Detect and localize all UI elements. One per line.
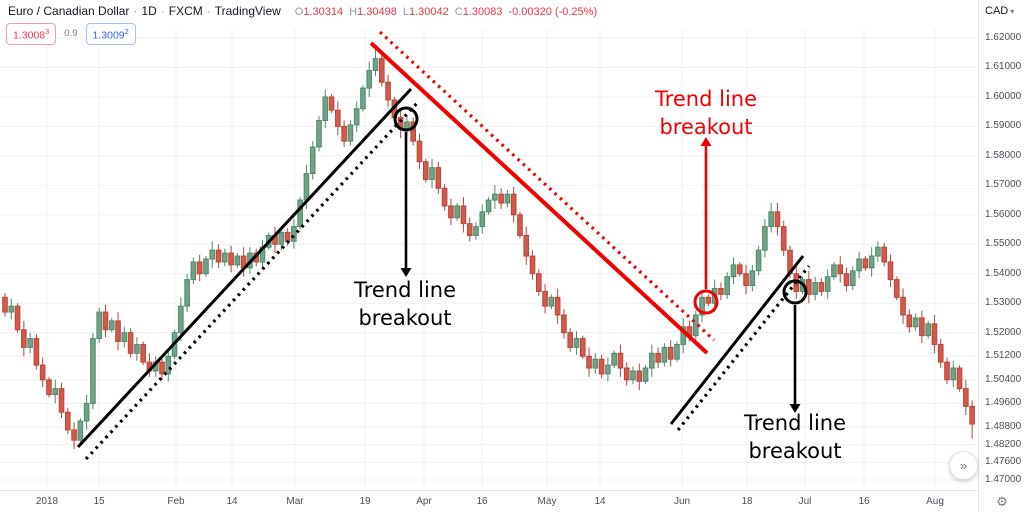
time-axis-label: Apr xyxy=(416,496,432,507)
time-axis-label: 19 xyxy=(359,496,371,507)
price-axis-label: 1.62000 xyxy=(985,32,1022,43)
time-axis-label: Feb xyxy=(167,496,185,507)
time-axis-label: 14 xyxy=(594,496,606,507)
price-axis-label: 1.47000 xyxy=(985,474,1022,485)
time-axis-label: Jun xyxy=(673,496,691,507)
breakout-arrow-2[interactable] xyxy=(700,137,712,289)
time-axis-label: 14 xyxy=(226,496,238,507)
time-axis[interactable]: 2018 15 Feb 14 Mar 19 Apr 16 May 14 Jun 18 Jul 16 Aug xyxy=(0,490,1024,512)
interval-label[interactable]: 1D xyxy=(141,4,157,18)
price-axis-label: 1.50400 xyxy=(985,373,1022,385)
separator: · xyxy=(160,4,165,18)
currency-label: CAD xyxy=(985,5,1009,17)
time-axis-label: Aug xyxy=(926,496,944,507)
price-axis-label: 1.51200 xyxy=(985,350,1022,362)
candles-layer xyxy=(2,46,975,450)
annotation-trend-line-breakout-2[interactable]: Trend line breakout xyxy=(654,87,758,139)
open-value: 1.30314 xyxy=(303,6,344,18)
trend-line-uptrend-2-dotted[interactable] xyxy=(676,265,811,431)
price-axis-label: 1.53000 xyxy=(985,297,1022,309)
currency-dropdown[interactable]: CAD ▾ xyxy=(985,5,1014,17)
price-axis-label: 1.48200 xyxy=(985,438,1022,450)
close-label: C xyxy=(454,6,463,18)
time-axis-label: 18 xyxy=(741,496,753,507)
change-value: -0.00320 (-0.25%) xyxy=(508,6,598,18)
breakout-circle-1[interactable] xyxy=(393,106,419,132)
time-axis-label: Jul xyxy=(798,496,812,507)
price-axis-label: 1.49600 xyxy=(985,397,1022,409)
price-axis-label: 1.60000 xyxy=(985,90,1022,102)
annotation-trend-line-breakout-3[interactable]: Trend line breakout xyxy=(743,411,847,463)
price-axis-label: 1.58000 xyxy=(985,149,1022,161)
price-axis-label: 1.59000 xyxy=(985,120,1022,132)
bid-ask-row: 1.30083 0.9 1.30092 xyxy=(6,23,136,45)
ohlc-readout: O1.30314 H1.30498 L1.30042 C1.30083 -0.00320… xyxy=(289,6,597,18)
scroll-right-button[interactable]: » xyxy=(949,451,978,480)
ask-price-badge[interactable]: 1.30092 xyxy=(85,23,136,45)
time-axis-label: Mar xyxy=(286,496,304,507)
symbol-title[interactable]: Euro / Canadian Dollar xyxy=(8,4,130,18)
time-axis-label: 16 xyxy=(858,496,870,507)
price-axis-label: 1.54000 xyxy=(985,267,1022,279)
price-axis-label: 1.55000 xyxy=(985,238,1022,250)
annotation-trend-line-breakout-1[interactable]: Trend line breakout xyxy=(353,278,457,330)
breakout-circle-3[interactable] xyxy=(782,279,808,305)
separator: · xyxy=(133,4,138,18)
spread-value: 0.9 xyxy=(64,28,78,40)
trend-line-uptrend-2-solid[interactable] xyxy=(669,255,805,425)
breakout-arrow-1[interactable] xyxy=(400,132,412,277)
time-axis-label: 15 xyxy=(93,496,105,507)
time-axis-label: 16 xyxy=(476,496,488,507)
bid-price-badge[interactable]: 1.30083 xyxy=(6,23,57,45)
exchange-label: FXCM xyxy=(168,4,203,18)
trend-line-uptrend-1-dotted[interactable] xyxy=(84,99,421,461)
platform-label[interactable]: TradingView xyxy=(214,4,281,18)
open-label: O xyxy=(294,6,304,18)
bid-sup-digit: 3 xyxy=(45,27,50,36)
chevron-down-icon: ▾ xyxy=(1010,7,1015,16)
price-axis-label: 1.57000 xyxy=(985,179,1022,191)
separator: · xyxy=(206,4,211,18)
trend-line-downtrend-solid[interactable] xyxy=(369,41,709,355)
low-label: L xyxy=(402,6,409,18)
price-axis-label: 1.47600 xyxy=(985,456,1022,468)
price-axis-label: 1.61000 xyxy=(985,61,1022,73)
price-axis-label: 1.52000 xyxy=(985,326,1022,338)
axis-settings-corner[interactable]: ⚙ xyxy=(978,490,1024,512)
time-axis-label: 2018 xyxy=(35,496,59,507)
ask-sup-digit: 2 xyxy=(124,27,129,36)
breakout-arrow-3[interactable] xyxy=(789,305,801,413)
high-label: H xyxy=(349,6,358,18)
trend-line-uptrend-1-solid[interactable] xyxy=(76,87,413,449)
double-chevron-right-icon: » xyxy=(959,458,968,473)
gear-icon[interactable]: ⚙ xyxy=(996,493,1008,509)
time-axis-label: May xyxy=(537,496,557,507)
price-axis-label: 1.48800 xyxy=(985,420,1022,432)
price-axis-label: 1.56000 xyxy=(985,208,1022,220)
price-axis[interactable]: 1.62000 1.61000 1.60000 1.59000 1.58000 1.570… xyxy=(978,0,1024,490)
chart-legend: Euro / Canadian Dollar · 1D · FXCM · TradingVi… xyxy=(8,4,597,18)
breakout-circle-2[interactable] xyxy=(693,289,719,315)
high-value: 1.30498 xyxy=(357,6,397,18)
low-value: 1.30042 xyxy=(408,6,449,18)
close-value: 1.30083 xyxy=(462,6,503,18)
